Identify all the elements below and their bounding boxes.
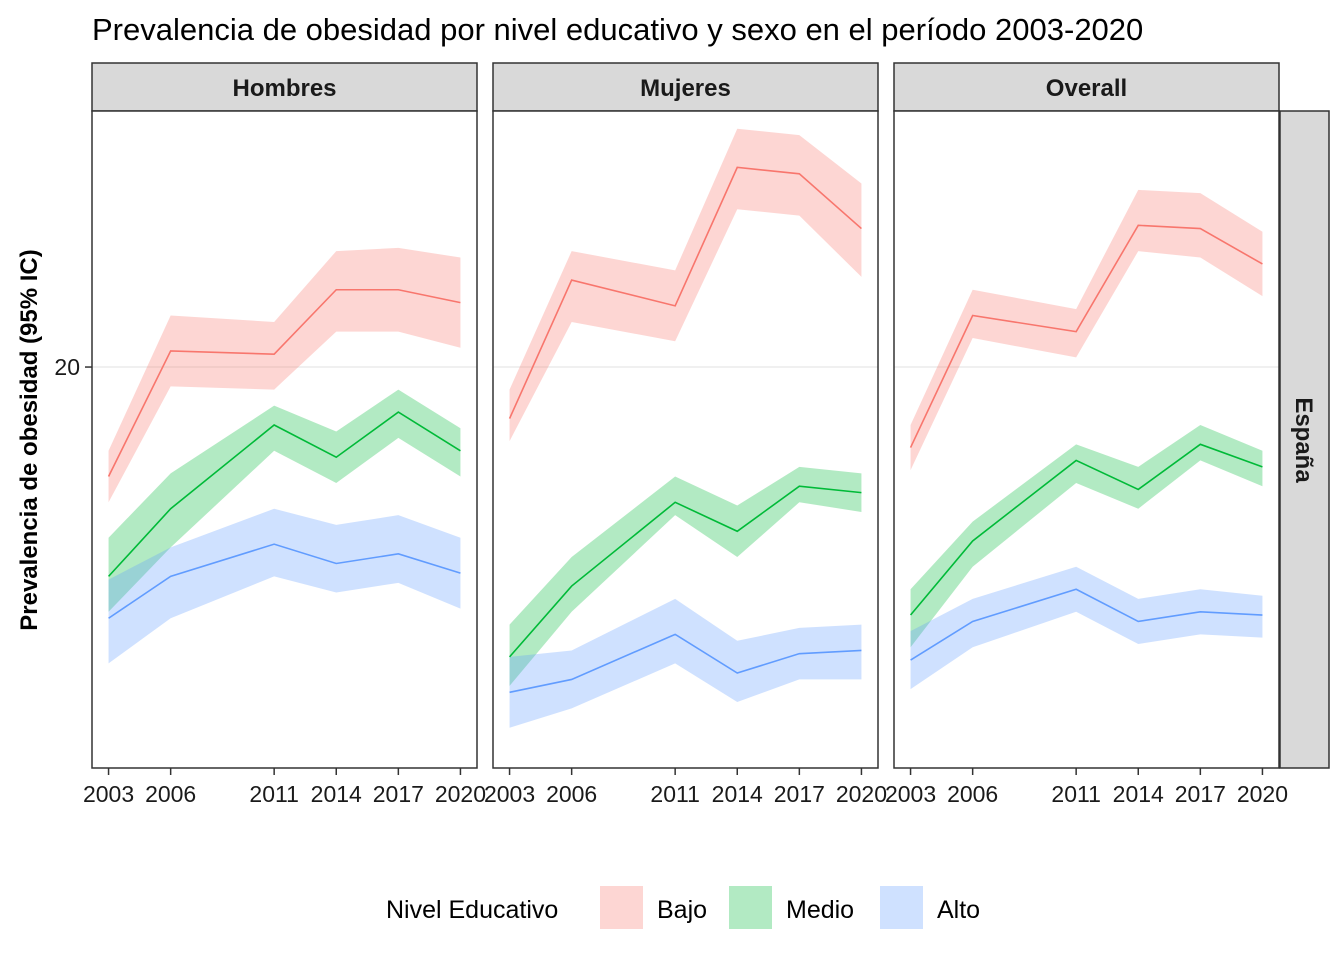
y-tick-label-0: 20 <box>54 354 80 380</box>
ci-band-overall-medio <box>910 425 1263 648</box>
x-tick-label-mujeres-2014: 2014 <box>712 781 763 807</box>
strip-background-mujeres <box>492 62 879 112</box>
series-line-overall-medio <box>909 443 1263 616</box>
series-line-mujeres-bajo <box>508 166 862 419</box>
panel-border-overall <box>893 110 1280 769</box>
panel-overall: Overall 2003 2006 2011 2014 2017 2020 <box>885 62 1288 807</box>
x-tick-label-overall-2014: 2014 <box>1113 781 1164 807</box>
legend-label-alto: Alto <box>937 896 980 924</box>
series-line-overall-alto <box>910 588 1263 661</box>
x-tick-label-overall-2020: 2020 <box>1237 781 1288 807</box>
panel-background-mujeres <box>493 111 878 768</box>
row-strip-label: España <box>1290 397 1317 483</box>
legend-title: Nivel Educativo <box>386 896 558 924</box>
x-tick-label-overall-2011: 2011 <box>1051 781 1100 807</box>
ci-band-mujeres-alto <box>509 598 862 728</box>
legend: Nivel Educativo Bajo Medio Alto <box>386 886 980 929</box>
x-tick-label-mujeres-2017: 2017 <box>774 781 825 807</box>
series-line-mujeres-medio <box>508 485 862 658</box>
ci-band-overall-alto <box>910 566 1263 690</box>
ci-band-mujeres-bajo <box>509 128 862 442</box>
series-line-hombres-alto <box>108 543 461 619</box>
y-axis-title: Prevalencia de obesidad (95% IC) <box>16 249 43 630</box>
x-tick-label-hombres-2006: 2006 <box>145 781 196 807</box>
legend-key-alto <box>880 886 923 929</box>
strip-label-mujeres: Mujeres <box>640 75 731 102</box>
strip-background-hombres <box>91 62 478 112</box>
panel-background-hombres <box>92 111 477 768</box>
strip-label-hombres: Hombres <box>232 75 336 102</box>
x-tick-label-hombres-2011: 2011 <box>249 781 298 807</box>
x-tick-label-hombres-2003: 2003 <box>83 781 134 807</box>
x-tick-label-mujeres-2003: 2003 <box>484 781 535 807</box>
panel-border-hombres <box>91 110 478 769</box>
ci-band-mujeres-medio <box>509 466 862 686</box>
ci-band-overall-bajo <box>910 189 1263 471</box>
x-tick-label-hombres-2014: 2014 <box>311 781 362 807</box>
legend-key-bajo <box>600 886 643 929</box>
series-line-overall-bajo <box>909 224 1263 448</box>
panel-border-mujeres <box>492 110 879 769</box>
panel-mujeres: Mujeres 2003 2006 2011 2014 2017 2020 <box>484 62 887 807</box>
x-tick-label-mujeres-2020: 2020 <box>836 781 887 807</box>
strip-label-overall: Overall <box>1046 75 1127 102</box>
x-tick-label-overall-2017: 2017 <box>1175 781 1226 807</box>
chart-title: Prevalencia de obesidad por nivel educat… <box>92 12 1143 47</box>
x-tick-label-overall-2006: 2006 <box>947 781 998 807</box>
ci-band-hombres-medio <box>108 389 461 612</box>
x-tick-label-hombres-2017: 2017 <box>373 781 424 807</box>
x-tick-label-mujeres-2011: 2011 <box>650 781 699 807</box>
panel-background-overall <box>894 111 1279 768</box>
x-tick-label-hombres-2020: 2020 <box>435 781 486 807</box>
x-tick-label-mujeres-2006: 2006 <box>546 781 597 807</box>
legend-label-bajo: Bajo <box>657 896 707 924</box>
ci-band-hombres-alto <box>108 508 461 664</box>
row-strip-background <box>1279 110 1330 769</box>
x-tick-label-overall-2003: 2003 <box>885 781 936 807</box>
legend-key-medio <box>729 886 772 929</box>
series-line-mujeres-alto <box>509 633 862 694</box>
legend-label-medio: Medio <box>786 896 854 924</box>
series-line-hombres-bajo <box>107 288 461 477</box>
row-strip: España <box>1279 110 1330 769</box>
ci-band-hombres-bajo <box>108 247 461 503</box>
series-line-hombres-medio <box>107 411 461 577</box>
